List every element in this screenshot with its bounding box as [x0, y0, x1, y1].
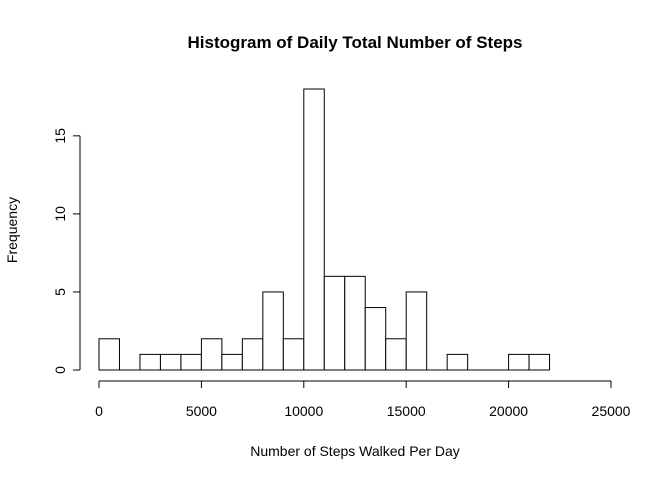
histogram-bar-9: [282, 338, 305, 371]
histogram-bar-6: [221, 353, 243, 371]
y-tick-label-0: 0: [52, 366, 68, 374]
histogram-bar-7: [241, 338, 264, 371]
histogram-bar-13: [364, 307, 387, 371]
y-axis: 0 5 10 15: [52, 128, 81, 374]
x-axis-label: Number of Steps Walked Per Day: [250, 443, 460, 459]
histogram-bar-21: [528, 353, 551, 371]
x-axis: 0 5000 10000 15000 20000 25000: [95, 380, 631, 419]
y-tick-label-5: 5: [52, 288, 68, 296]
histogram-bar-10: [303, 88, 325, 371]
histogram-bar-15: [405, 291, 428, 371]
x-tick-label-0: 0: [95, 403, 103, 419]
histogram-bar-4: [180, 353, 202, 371]
histogram-bar-3: [159, 353, 182, 371]
histogram-bar-11: [323, 275, 346, 371]
histogram-bar-5: [200, 338, 223, 371]
y-axis-label: Frequency: [4, 197, 20, 263]
histogram-bar-2: [139, 353, 161, 371]
y-tick-label-10: 10: [52, 206, 68, 222]
chart-title: Histogram of Daily Total Number of Steps: [187, 33, 522, 52]
x-tick-label-25000: 25000: [592, 403, 631, 419]
histogram-bar-12: [344, 275, 366, 371]
x-tick-label-10000: 10000: [284, 403, 323, 419]
x-tick-label-5000: 5000: [186, 403, 217, 419]
histogram-bar-8: [262, 291, 284, 371]
histogram-bar-0: [98, 338, 120, 371]
x-tick-label-15000: 15000: [387, 403, 426, 419]
histogram-bars: [98, 88, 551, 371]
histogram-bar-20: [508, 353, 530, 371]
histogram-bar-17: [446, 353, 469, 371]
histogram-bar-14: [385, 338, 407, 371]
y-tick-label-15: 15: [52, 128, 68, 144]
x-tick-label-20000: 20000: [489, 403, 528, 419]
